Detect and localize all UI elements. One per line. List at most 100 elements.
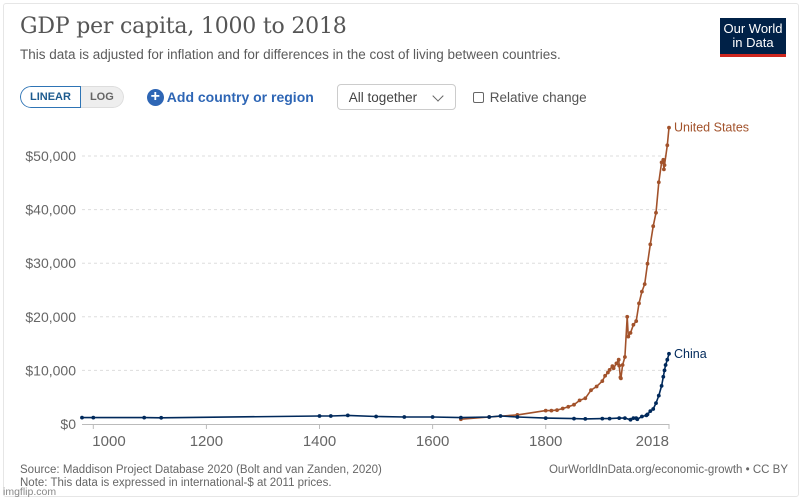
data-point bbox=[623, 355, 627, 359]
watermark: imgflip.com bbox=[3, 486, 57, 498]
chart-subtitle: This data is adjusted for inflation and … bbox=[20, 47, 561, 62]
data-point bbox=[430, 415, 435, 419]
data-point bbox=[667, 125, 671, 130]
data-point bbox=[654, 401, 658, 405]
plus-circle-icon: + bbox=[146, 88, 164, 106]
data-point bbox=[589, 388, 593, 393]
data-point bbox=[651, 224, 656, 229]
data-point bbox=[543, 416, 548, 420]
data-point bbox=[614, 361, 619, 366]
logo-line-1: Our World bbox=[723, 21, 783, 36]
data-point bbox=[617, 363, 622, 368]
data-point bbox=[659, 384, 664, 388]
data-point bbox=[572, 402, 576, 407]
data-point bbox=[560, 406, 565, 411]
y-tick-label: $20,000 bbox=[25, 309, 76, 325]
data-point bbox=[620, 363, 625, 367]
y-tick-label: $0 bbox=[60, 416, 76, 432]
data-point bbox=[583, 417, 588, 421]
y-tick-label: $30,000 bbox=[25, 255, 76, 271]
footer-source: Source: Maddison Project Database 2020 (… bbox=[20, 464, 382, 490]
data-point bbox=[637, 301, 641, 306]
series-line bbox=[82, 353, 670, 421]
data-point bbox=[607, 368, 612, 372]
relative-change-checkbox[interactable] bbox=[472, 91, 484, 103]
chart-card bbox=[3, 3, 799, 497]
data-point bbox=[645, 412, 650, 417]
data-point bbox=[656, 180, 661, 185]
x-tick-label: 2018 bbox=[636, 433, 669, 450]
data-point bbox=[617, 416, 622, 420]
data-point bbox=[345, 413, 350, 418]
series-line bbox=[460, 127, 670, 420]
note-text: Note: This data is expressed in internat… bbox=[20, 477, 332, 489]
relative-change-label: Relative change bbox=[489, 89, 587, 105]
x-tick-label: 1600 bbox=[416, 433, 449, 450]
data-point bbox=[600, 416, 605, 421]
data-point bbox=[328, 414, 333, 418]
y-tick-label: $50,000 bbox=[25, 148, 76, 164]
series-label: United States bbox=[674, 121, 749, 135]
data-point bbox=[317, 414, 322, 418]
add-country-button[interactable]: + Add country or region bbox=[146, 88, 314, 106]
add-country-label: Add country or region bbox=[166, 89, 314, 105]
data-point bbox=[640, 414, 644, 419]
data-point bbox=[640, 289, 644, 294]
series-china bbox=[80, 351, 671, 422]
data-point bbox=[665, 357, 670, 362]
data-point bbox=[642, 282, 647, 286]
data-point bbox=[665, 143, 670, 148]
x-axis: 1000 1200 1400 1600 1800 2018 bbox=[82, 424, 670, 450]
x-tick-label: 1200 bbox=[190, 433, 223, 450]
series-label: China bbox=[674, 347, 707, 361]
data-point bbox=[662, 368, 667, 373]
series-labels: United States China bbox=[674, 121, 749, 361]
y-axis: $0 $10,000 $20,000 $30,000 $40,000 $50,000 bbox=[25, 148, 76, 432]
data-point bbox=[663, 363, 668, 367]
data-point bbox=[648, 242, 653, 247]
data-point bbox=[651, 407, 656, 411]
data-point bbox=[600, 379, 605, 383]
data-point bbox=[656, 393, 661, 398]
data-point bbox=[603, 373, 607, 378]
data-point bbox=[619, 376, 623, 381]
data-point bbox=[566, 404, 571, 409]
data-point bbox=[577, 398, 582, 403]
scale-toggle: LINEAR LOG bbox=[20, 86, 124, 108]
data-point bbox=[654, 210, 658, 215]
y-tick-label: $40,000 bbox=[25, 202, 76, 218]
scale-linear-button[interactable]: LINEAR bbox=[20, 86, 81, 108]
footer-link[interactable]: OurWorldInData.org/economic-growth • CC … bbox=[548, 464, 788, 476]
line-chart: $0 $10,000 $20,000 $30,000 $40,000 $50,000 10… bbox=[25, 121, 749, 450]
x-tick-label: 1800 bbox=[529, 433, 562, 450]
data-point bbox=[549, 408, 554, 413]
data-point bbox=[555, 408, 559, 412]
data-point bbox=[142, 415, 147, 420]
owid-logo[interactable]: Our World in Data bbox=[720, 18, 786, 57]
facet-select[interactable]: All together bbox=[336, 84, 456, 110]
relative-change-toggle[interactable]: Relative change bbox=[472, 89, 587, 105]
data-point bbox=[661, 374, 666, 379]
data-point bbox=[459, 415, 463, 420]
data-point bbox=[611, 366, 616, 371]
chart-controls: LINEAR LOG + Add country or region All t… bbox=[20, 84, 587, 110]
data-point bbox=[159, 415, 164, 420]
scale-log-button[interactable]: LOG bbox=[80, 86, 124, 108]
data-point bbox=[91, 415, 96, 420]
data-point bbox=[661, 157, 666, 162]
data-point bbox=[625, 314, 630, 319]
data-point bbox=[628, 417, 633, 422]
data-point bbox=[572, 416, 576, 421]
data-point bbox=[515, 415, 520, 419]
data-point bbox=[667, 351, 671, 356]
page-title: GDP per capita, 1000 to 2018 bbox=[20, 14, 347, 39]
data-point bbox=[374, 414, 378, 419]
grid-lines bbox=[82, 155, 669, 371]
x-tick-label: 1000 bbox=[92, 433, 125, 450]
data-point bbox=[662, 167, 666, 172]
data-point bbox=[631, 322, 636, 327]
data-point bbox=[645, 261, 650, 266]
data-point bbox=[543, 408, 548, 413]
data-point bbox=[583, 396, 588, 401]
data-point bbox=[623, 416, 627, 420]
